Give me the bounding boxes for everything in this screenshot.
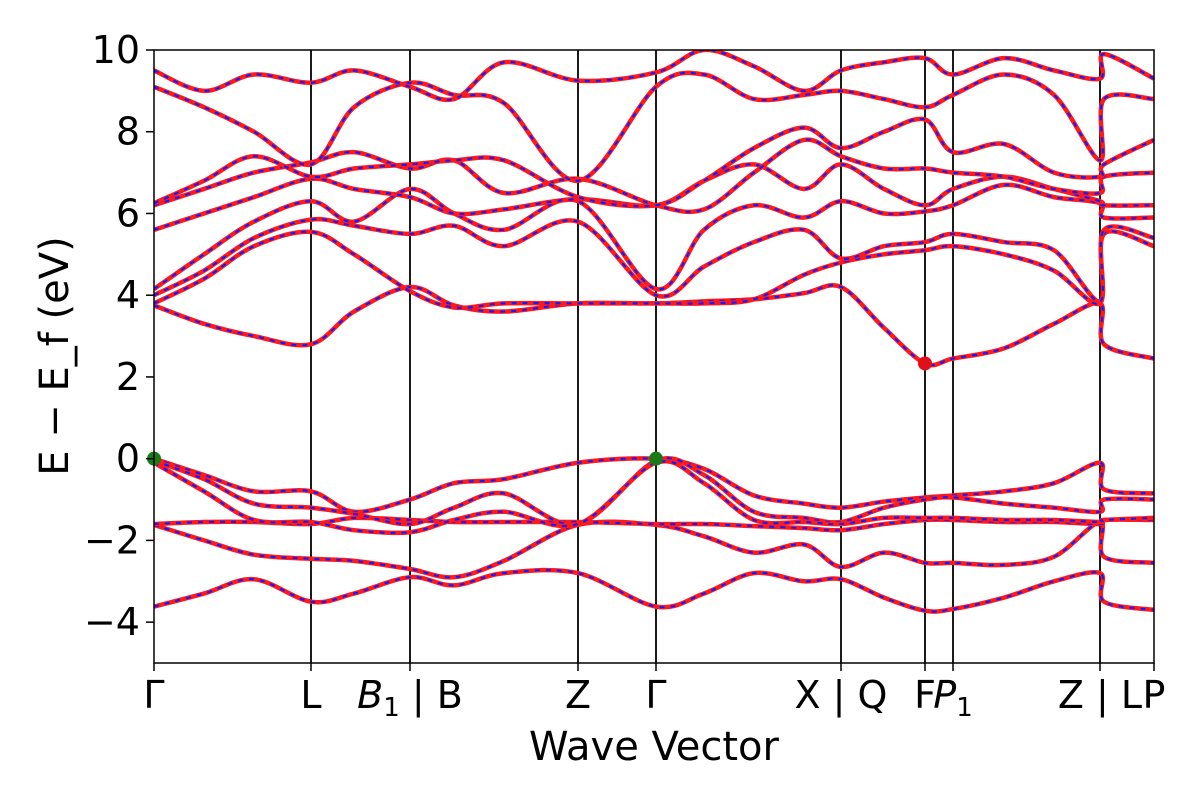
x-tick-label: L [300, 673, 321, 717]
band-line-dashed [154, 457, 1154, 526]
band-lines [154, 50, 1154, 614]
band-line [154, 519, 1154, 580]
y-tick-label: 0 [116, 437, 140, 481]
y-tick-label: 10 [92, 28, 140, 72]
extremum-markers [147, 356, 932, 466]
band-line [154, 182, 1154, 292]
plot-frame [153, 49, 1155, 664]
band-line-dashed [154, 71, 1154, 182]
x-tick-label: X | Q [795, 673, 888, 718]
band-extremum-marker [649, 451, 663, 466]
band-extremum-marker [918, 356, 932, 371]
x-tick-label: P1 [933, 673, 972, 723]
band-line-dashed [154, 520, 1154, 579]
band-line-dashed [154, 138, 1154, 213]
band-line-dashed [154, 117, 1154, 208]
band-line-dashed [154, 183, 1154, 291]
y-tick-label: −2 [84, 518, 140, 562]
y-tick-label: −4 [84, 600, 140, 644]
band-line [154, 229, 1154, 311]
x-tick-label: Z | L [1058, 673, 1142, 718]
band-line-dashed [154, 163, 1154, 231]
x-tick-label: F [914, 673, 936, 717]
band-line-dashed [154, 284, 1154, 367]
band-line-dashed [154, 218, 1154, 303]
band-line [154, 70, 1154, 184]
y-axis-ticks: −4 −2 0 2 4 6 8 10 [84, 28, 154, 644]
band-line-dashed [154, 50, 1154, 101]
y-tick-label: 4 [116, 273, 140, 317]
x-axis-title: Wave Vector [529, 724, 780, 770]
y-tick-label: 8 [116, 110, 140, 154]
x-tick-label: Γ [645, 673, 666, 717]
high-symmetry-lines [310, 50, 1101, 663]
y-axis-title: E − E_f (eV) [32, 236, 78, 475]
x-tick-label: P [1143, 673, 1166, 717]
x-tick-label: Γ [143, 673, 164, 717]
band-line [154, 567, 1154, 614]
y-tick-label: 6 [116, 191, 140, 235]
band-line-dashed [154, 569, 1154, 613]
y-tick-label: 2 [116, 355, 140, 399]
x-tick-label: B1 | B [357, 673, 463, 723]
band-line-dashed [154, 457, 1154, 513]
band-line [154, 283, 1154, 368]
x-tick-label: Z [565, 673, 591, 717]
band-line-dashed [154, 516, 1154, 532]
band-line-dashed [154, 460, 1154, 534]
